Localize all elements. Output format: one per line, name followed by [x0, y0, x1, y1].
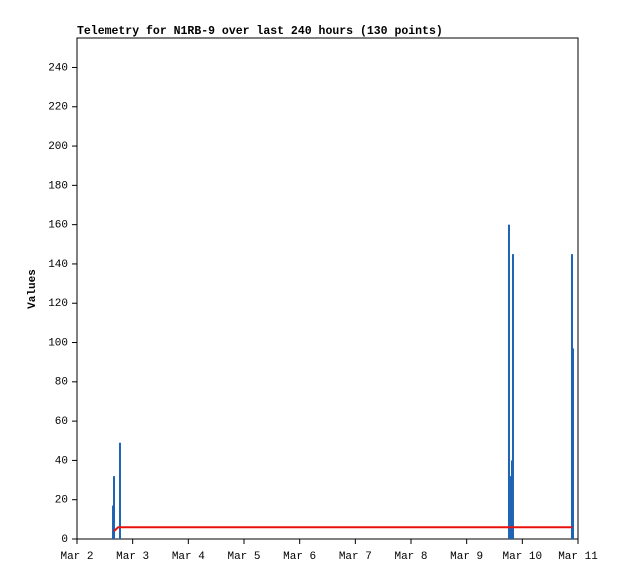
- y-tick-label: 220: [48, 102, 68, 114]
- plot-frame: [76, 37, 579, 540]
- y-tick-label: 180: [48, 180, 68, 192]
- x-tick-label: Mar 8: [394, 551, 427, 563]
- y-tick-label: 80: [55, 377, 68, 389]
- bar: [510, 460, 513, 539]
- y-tick-label: 60: [55, 416, 68, 428]
- y-tick-label: 40: [55, 455, 68, 467]
- x-tick-label: Mar 6: [283, 551, 316, 563]
- y-tick-label: 20: [55, 495, 68, 507]
- bar: [571, 348, 574, 539]
- bar: [570, 254, 573, 539]
- y-tick-label: 160: [48, 220, 68, 232]
- x-tick-label: Mar 5: [227, 551, 260, 563]
- y-tick-label: 240: [48, 62, 68, 74]
- x-tick-label: Mar 7: [339, 551, 372, 563]
- y-tick-label: 120: [48, 298, 68, 310]
- x-tick-label: Mar 4: [172, 551, 205, 563]
- bar: [511, 254, 514, 539]
- x-tick-label: Mar 11: [558, 551, 598, 563]
- x-tick-label: Mar 9: [450, 551, 483, 563]
- y-axis-label: Values: [27, 269, 39, 309]
- x-tick-label: Mar 2: [60, 551, 93, 563]
- bar: [118, 442, 121, 539]
- x-tick-label: Mar 10: [503, 551, 543, 563]
- y-tick-label: 0: [61, 534, 68, 546]
- chart-title: Telemetry for N1RB-9 over last 240 hours…: [77, 25, 443, 38]
- line: [113, 526, 573, 532]
- bar: [509, 476, 512, 539]
- bar: [507, 224, 510, 539]
- x-tick-label: Mar 3: [116, 551, 149, 563]
- y-tick-label: 200: [48, 141, 68, 153]
- bar: [112, 505, 115, 539]
- y-tick-label: 100: [48, 337, 68, 349]
- bar: [113, 476, 116, 539]
- y-tick-label: 140: [48, 259, 68, 271]
